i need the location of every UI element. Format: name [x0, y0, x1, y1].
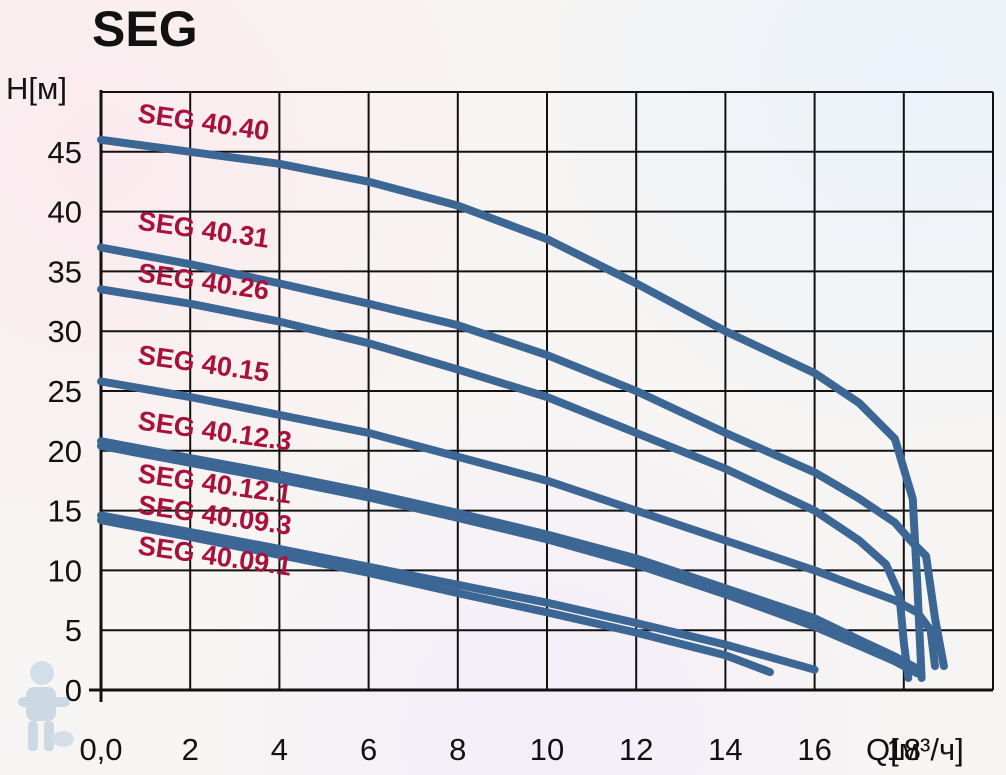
y-tick-label: 45 — [48, 135, 82, 170]
y-tick-label: 35 — [48, 254, 82, 289]
x-tick-label: 6 — [360, 732, 377, 767]
y-tick-label: 0 — [65, 673, 82, 708]
y-tick-label: 5 — [65, 613, 82, 648]
series-line — [97, 516, 774, 677]
tick-labels: 0,0 2 4 6 8 10 12 14 16 18 0 5 10 15 20 25 30 35 40 45 — [48, 135, 922, 767]
x-tick-label: 12 — [619, 732, 653, 767]
y-axis-label: H[м] — [6, 71, 67, 106]
series-label: SEG 40.40 — [136, 98, 271, 146]
series-label: SEG 40.15 — [136, 340, 271, 388]
y-tick-label: 40 — [48, 195, 82, 230]
x-axis-label: Q[м³/ч] — [866, 732, 964, 767]
series-line — [97, 377, 939, 671]
series-line — [97, 135, 926, 682]
series-line — [97, 285, 913, 682]
axes — [89, 90, 993, 702]
x-tick-label: 16 — [797, 732, 831, 767]
y-tick-label: 30 — [48, 314, 82, 349]
x-tick-label: 2 — [182, 732, 199, 767]
x-tick-label: 4 — [271, 732, 288, 767]
y-tick-label: 20 — [48, 434, 82, 469]
x-tick-label: 8 — [449, 732, 466, 767]
y-tick-label: 10 — [48, 553, 82, 588]
series-label: SEG 40.31 — [136, 206, 271, 254]
x-tick-label: 14 — [708, 732, 742, 767]
plumber-watermark-icon — [18, 661, 74, 751]
y-tick-label: 25 — [48, 374, 82, 409]
x-tick-label: 0,0 — [79, 732, 122, 767]
y-tick-label: 15 — [48, 494, 82, 529]
series-line — [97, 437, 922, 673]
chart-title: SEG — [92, 1, 198, 57]
series-line — [97, 511, 819, 674]
series-line — [97, 442, 922, 678]
series-line — [97, 243, 948, 671]
x-tick-label: 10 — [530, 732, 564, 767]
series-lines — [97, 135, 948, 682]
x-tick-label: 18 — [887, 732, 921, 767]
